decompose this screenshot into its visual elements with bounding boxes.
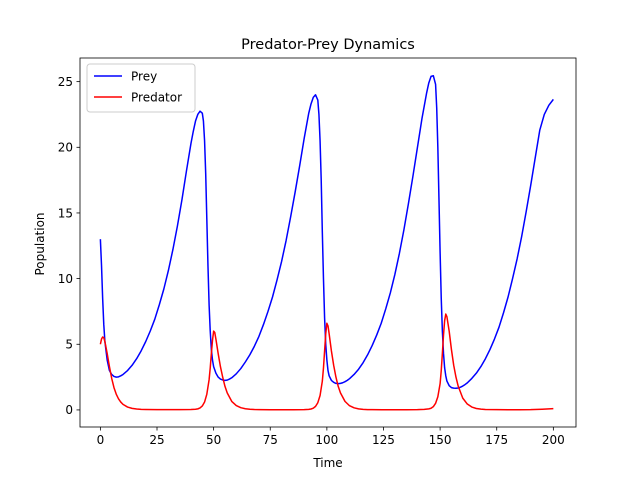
x-axis-label: Time <box>312 456 342 470</box>
x-tick-label: 150 <box>429 433 452 447</box>
series-line-predator <box>99 313 554 411</box>
x-tick-label: 125 <box>372 433 395 447</box>
chart-title: Predator-Prey Dynamics <box>241 37 415 53</box>
x-tick-label: 100 <box>315 433 338 447</box>
y-tick-label: 5 <box>65 338 73 352</box>
y-tick-label: 20 <box>58 141 73 155</box>
legend-label-predator: Predator <box>131 90 182 104</box>
y-tick-label: 0 <box>65 403 73 417</box>
x-tick-label: 50 <box>206 433 221 447</box>
x-tick-label: 25 <box>149 433 164 447</box>
x-tick-label: 0 <box>97 433 105 447</box>
legend-label-prey: Prey <box>131 69 157 83</box>
legend: Prey Predator <box>86 63 196 113</box>
y-tick-label: 25 <box>58 75 73 89</box>
x-tick-label: 200 <box>542 433 565 447</box>
plot-area: 0 25 50 75 100 125 150 175 200 0 5 10 15 20 25 <box>58 57 577 447</box>
axes-frame <box>79 57 577 428</box>
x-tick-label: 175 <box>485 433 508 447</box>
y-tick-label: 15 <box>58 206 73 220</box>
y-tick-label: 10 <box>58 272 73 286</box>
series-line-prey <box>99 74 554 390</box>
y-axis-label: Population <box>33 212 47 275</box>
x-tick-label: 75 <box>263 433 278 447</box>
